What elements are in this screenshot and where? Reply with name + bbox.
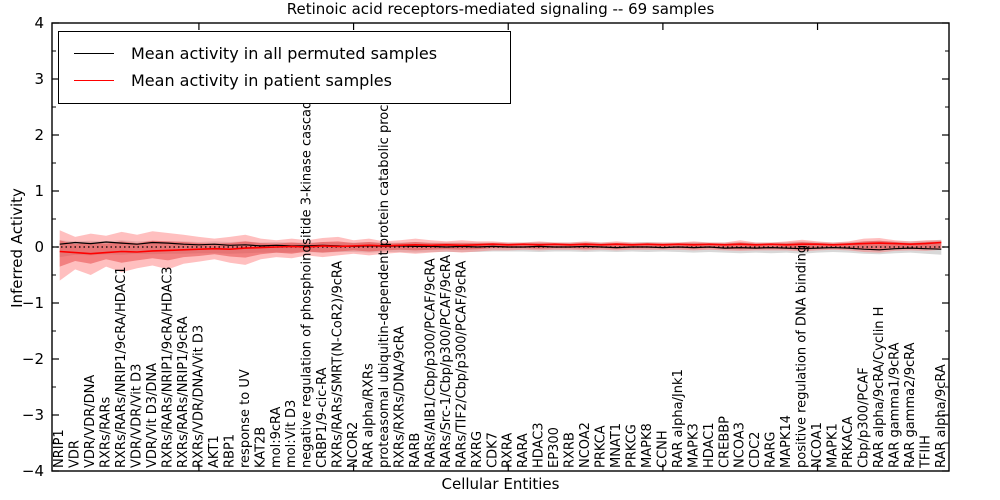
category-label: RARB [408, 433, 423, 468]
category-label: MAPK1 [826, 423, 841, 468]
category-label: PRKCG [624, 424, 639, 468]
y-tick-label: 0 [34, 238, 44, 256]
category-label: response to UV [238, 369, 253, 468]
band-patient-samples-range-outer [59, 230, 942, 281]
category-label: RAR gamma2/9cRA [903, 342, 918, 468]
category-label: RXRA [501, 433, 516, 468]
category-label: VDR/VDR/Vit D3 [130, 364, 145, 468]
category-label: KAT2B [253, 427, 268, 468]
category-label: CRBP1/9-cic-RA [315, 367, 330, 468]
category-label: NCOR2 [346, 422, 361, 468]
category-label: RARs/AIB1/Cbp/p300/PCAF/9cRA [423, 258, 438, 468]
category-label: positive regulation of DNA binding [795, 245, 810, 468]
category-label: VDR [68, 440, 83, 468]
category-label: HDAC1 [702, 422, 717, 468]
category-label: CDC2 [748, 432, 763, 468]
category-label: mol:9cRA [269, 406, 284, 468]
plot-border [51, 22, 950, 472]
category-label: CDK7 [485, 432, 500, 468]
legend-label-permuted: Mean activity in all permuted samples [131, 43, 438, 63]
category-label: RXRs/RARs/NRIP1/9cRA/HDAC3 [160, 266, 175, 468]
y-tick-label: −4 [22, 462, 44, 480]
patient-line-sample [74, 79, 114, 81]
category-label: NRIP1 [52, 429, 67, 468]
chart-title: Retinoic acid receptors-mediated signali… [286, 0, 715, 18]
y-tick-label: −1 [22, 294, 44, 312]
category-label: HDAC3 [532, 422, 547, 468]
category-label: mol:Vit D3 [284, 400, 299, 468]
permuted-line-sample [74, 52, 114, 54]
y-tick-label: −2 [22, 350, 44, 368]
category-label: RXRs/RARs/NRIP1/9cRA/HDAC1 [114, 266, 129, 468]
y-tick-label: 4 [34, 14, 44, 32]
category-label: RBP1 [222, 434, 237, 468]
category-label: PRKACA [841, 416, 856, 468]
series-line-patient [59, 241, 942, 255]
category-label: negative regulation of phosphoinositide … [300, 93, 315, 468]
category-label: RXRs/RARs [99, 396, 114, 468]
category-label: RAR alpha/Jnk1 [671, 369, 686, 468]
category-label: CCNH [655, 430, 670, 468]
category-label: RXRG [470, 431, 485, 468]
category-label: proteasomal ubiquitin-dependent protein … [377, 83, 392, 468]
series-line-permuted [59, 241, 942, 251]
y-tick-label: 1 [34, 182, 44, 200]
category-label: RAR alpha/RXRs [362, 363, 377, 468]
category-label: RXRs/RXRs/DNA/9cRA [392, 326, 407, 468]
category-label: NCOA2 [578, 422, 593, 468]
category-label: RARG [764, 431, 779, 468]
category-label: AKT1 [207, 435, 222, 468]
category-label: MAPK3 [686, 423, 701, 468]
category-label: VDR/Vit D3/DNA [145, 363, 160, 468]
category-label: NCOA1 [810, 422, 825, 468]
category-label: RAR gamma1/9cRA [887, 342, 902, 468]
category-label: RARs/TIF2/Cbp/p300/PCAF/9cRA [454, 261, 469, 468]
category-label: EP300 [547, 427, 562, 468]
category-label: MAPK8 [640, 423, 655, 468]
legend-box: Mean activity in all permuted samples Me… [58, 31, 511, 104]
y-tick-label: 3 [34, 70, 44, 88]
category-label: RARA [516, 433, 531, 468]
category-label: VDR/VDR/DNA [83, 375, 98, 468]
category-label: RXRB [563, 432, 578, 468]
y-axis-title: Inferred Activity [8, 188, 26, 308]
legend-label-patient: Mean activity in patient samples [131, 70, 392, 90]
x-axis-title: Cellular Entities [441, 475, 560, 493]
legend-item-patient: Mean activity in patient samples [59, 67, 510, 93]
category-label: MNAT1 [609, 423, 624, 468]
category-label: PRKCA [594, 425, 609, 468]
category-label: TFIIH [918, 435, 933, 469]
category-label: NCOA3 [733, 422, 748, 468]
y-tick-label: −3 [22, 406, 44, 424]
category-label: RXRs/VDR/DNA/Vit D3 [191, 325, 206, 468]
category-label: RXRs/RARs/SMRT(N-CoR2)/9cRA [331, 261, 346, 468]
category-label: RAR alpha/9cRA [934, 364, 949, 468]
category-label: RXRs/RARs/NRIP1/9cRA [176, 316, 191, 468]
category-label: RAR alpha/9cRA/Cyclin H [872, 307, 887, 468]
legend-item-permuted: Mean activity in all permuted samples [59, 40, 510, 66]
category-label: RARs/Src-1/Cbp/p300/PCAF/9cRA [439, 255, 454, 468]
category-label: CREBBP [717, 416, 732, 468]
category-label: Cbp/p300/PCAF [856, 367, 871, 468]
category-label: MAPK14 [779, 415, 794, 468]
y-tick-label: 2 [34, 126, 44, 144]
